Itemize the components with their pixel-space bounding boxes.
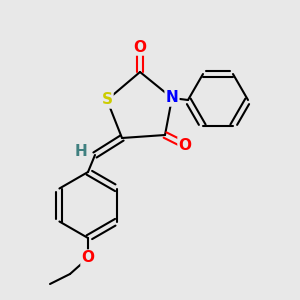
Text: S: S	[101, 92, 112, 107]
Text: N: N	[166, 91, 178, 106]
Text: H: H	[75, 145, 87, 160]
Text: O: O	[134, 40, 146, 55]
Text: O: O	[82, 250, 94, 266]
Text: O: O	[178, 137, 191, 152]
